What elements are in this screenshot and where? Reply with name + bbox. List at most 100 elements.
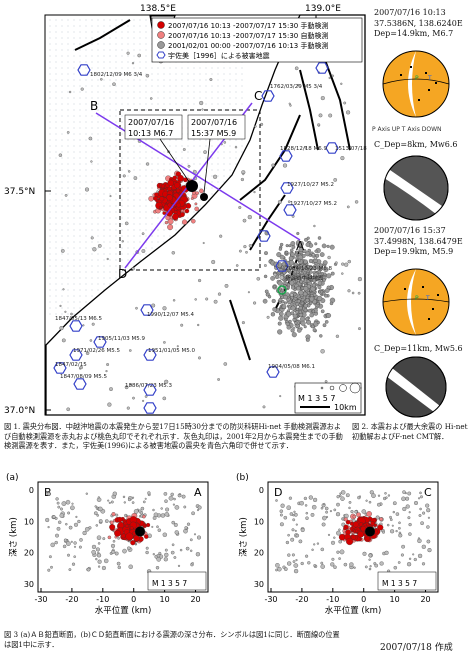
- background-epicenter: [289, 293, 294, 297]
- section-background-hypocenter: [170, 492, 174, 497]
- background-epicenter: [142, 399, 145, 402]
- background-epicenter: [303, 325, 307, 329]
- background-epicenter: [106, 257, 109, 261]
- hi-net-beachball-1: P T: [382, 50, 450, 118]
- section-manual-aftershock: [114, 530, 121, 537]
- section-background-hypocenter: [291, 528, 295, 532]
- section-background-hypocenter: [298, 539, 303, 544]
- background-epicenter: [288, 319, 292, 324]
- section-background-hypocenter: [413, 557, 417, 562]
- background-epicenter: [247, 215, 252, 220]
- section-background-hypocenter: [405, 504, 410, 509]
- section-manual-aftershock: [144, 534, 149, 539]
- manual-aftershock: [153, 196, 158, 201]
- background-epicenter: [320, 309, 325, 314]
- background-epicenter: [270, 312, 276, 317]
- section-background-hypocenter: [94, 505, 97, 508]
- background-epicenter: [299, 279, 304, 284]
- section-background-hypocenter: [417, 538, 422, 543]
- section-background-hypocenter: [156, 525, 159, 529]
- section-background-hypocenter: [300, 528, 305, 533]
- y-tick-label: 10: [254, 517, 264, 526]
- background-epicenter: [291, 332, 297, 338]
- background-epicenter: [224, 284, 229, 288]
- manual-aftershock: [172, 175, 178, 181]
- section-background-hypocenter: [338, 528, 341, 531]
- x-tick-label: -20: [65, 595, 78, 604]
- svg-text:1971/02/26 M5.5: 1971/02/26 M5.5: [73, 348, 120, 354]
- background-epicenter: [241, 321, 245, 325]
- background-epicenter: [59, 304, 62, 307]
- historical-quake-hexagon: [73, 378, 87, 390]
- background-epicenter: [341, 272, 344, 275]
- background-epicenter: [324, 293, 328, 298]
- section-background-hypocenter: [391, 524, 394, 527]
- background-epicenter: [124, 385, 129, 390]
- hi-net-beachball-2: P T: [382, 268, 450, 336]
- section-background-hypocenter: [343, 562, 348, 567]
- background-epicenter: [144, 395, 148, 398]
- background-epicenter: [317, 236, 322, 240]
- section-background-hypocenter: [300, 561, 304, 566]
- section-background-hypocenter: [110, 500, 114, 504]
- y-tick-label: 20: [24, 549, 34, 558]
- section-background-hypocenter: [374, 563, 379, 568]
- section-background-hypocenter: [164, 499, 168, 503]
- section-background-hypocenter: [55, 497, 59, 501]
- section-background-hypocenter: [152, 508, 155, 512]
- background-epicenter: [324, 288, 330, 293]
- background-epicenter: [223, 362, 228, 366]
- section-background-hypocenter: [162, 532, 167, 537]
- background-epicenter: [278, 297, 283, 302]
- section-background-hypocenter: [163, 492, 168, 496]
- section-background-hypocenter: [299, 501, 304, 506]
- section-background-hypocenter: [397, 561, 401, 564]
- section-background-hypocenter: [183, 505, 187, 509]
- x-tick-label: -30: [264, 595, 277, 604]
- chuetsu-2004-epicenter: [277, 285, 287, 295]
- section-background-hypocenter: [112, 548, 115, 551]
- section-background-hypocenter: [422, 511, 426, 515]
- section-background-hypocenter: [408, 522, 412, 527]
- background-epicenter: [58, 153, 63, 157]
- background-epicenter: [201, 108, 204, 111]
- background-epicenter: [109, 387, 113, 391]
- section-mainshock: [364, 526, 376, 537]
- background-epicenter: [180, 323, 184, 327]
- section-background-hypocenter: [279, 513, 283, 517]
- section-background-hypocenter: [305, 516, 309, 520]
- section-background-hypocenter: [398, 533, 403, 538]
- section-background-hypocenter: [421, 544, 426, 549]
- creation-date: 2007/07/18 作成: [380, 643, 453, 653]
- section-background-hypocenter: [174, 505, 180, 510]
- background-epicenter: [309, 270, 313, 274]
- background-epicenter: [272, 307, 277, 312]
- manual-aftershock: [154, 192, 159, 197]
- section-background-hypocenter: [145, 550, 149, 555]
- background-epicenter: [318, 263, 323, 268]
- section-background-hypocenter: [122, 495, 126, 499]
- section-auto-aftershock: [142, 514, 146, 519]
- section-background-hypocenter: [354, 510, 358, 514]
- auto-aftershock: [148, 195, 154, 202]
- background-epicenter: [334, 261, 338, 265]
- background-epicenter: [354, 200, 359, 204]
- background-epicenter: [298, 258, 302, 262]
- background-epicenter: [187, 164, 191, 168]
- historical-quake-hexagon: [69, 320, 83, 332]
- section-background-hypocenter: [368, 500, 372, 504]
- section-background-hypocenter: [338, 539, 342, 544]
- section-background-hypocenter: [417, 553, 423, 559]
- background-epicenter: [277, 321, 282, 326]
- section-background-hypocenter: [144, 497, 147, 500]
- section-background-hypocenter: [313, 497, 318, 502]
- x-tick-label: -20: [295, 595, 308, 604]
- event2-depth: Dep=19.9km, M5.9: [374, 247, 454, 256]
- historical-quake-hexagon: [275, 260, 289, 272]
- section-background-hypocenter: [275, 568, 278, 572]
- background-epicenter: [305, 242, 311, 247]
- background-epicenter: [100, 78, 103, 81]
- section-background-hypocenter: [197, 509, 199, 512]
- background-epicenter: [326, 273, 332, 279]
- section-background-hypocenter: [295, 559, 298, 562]
